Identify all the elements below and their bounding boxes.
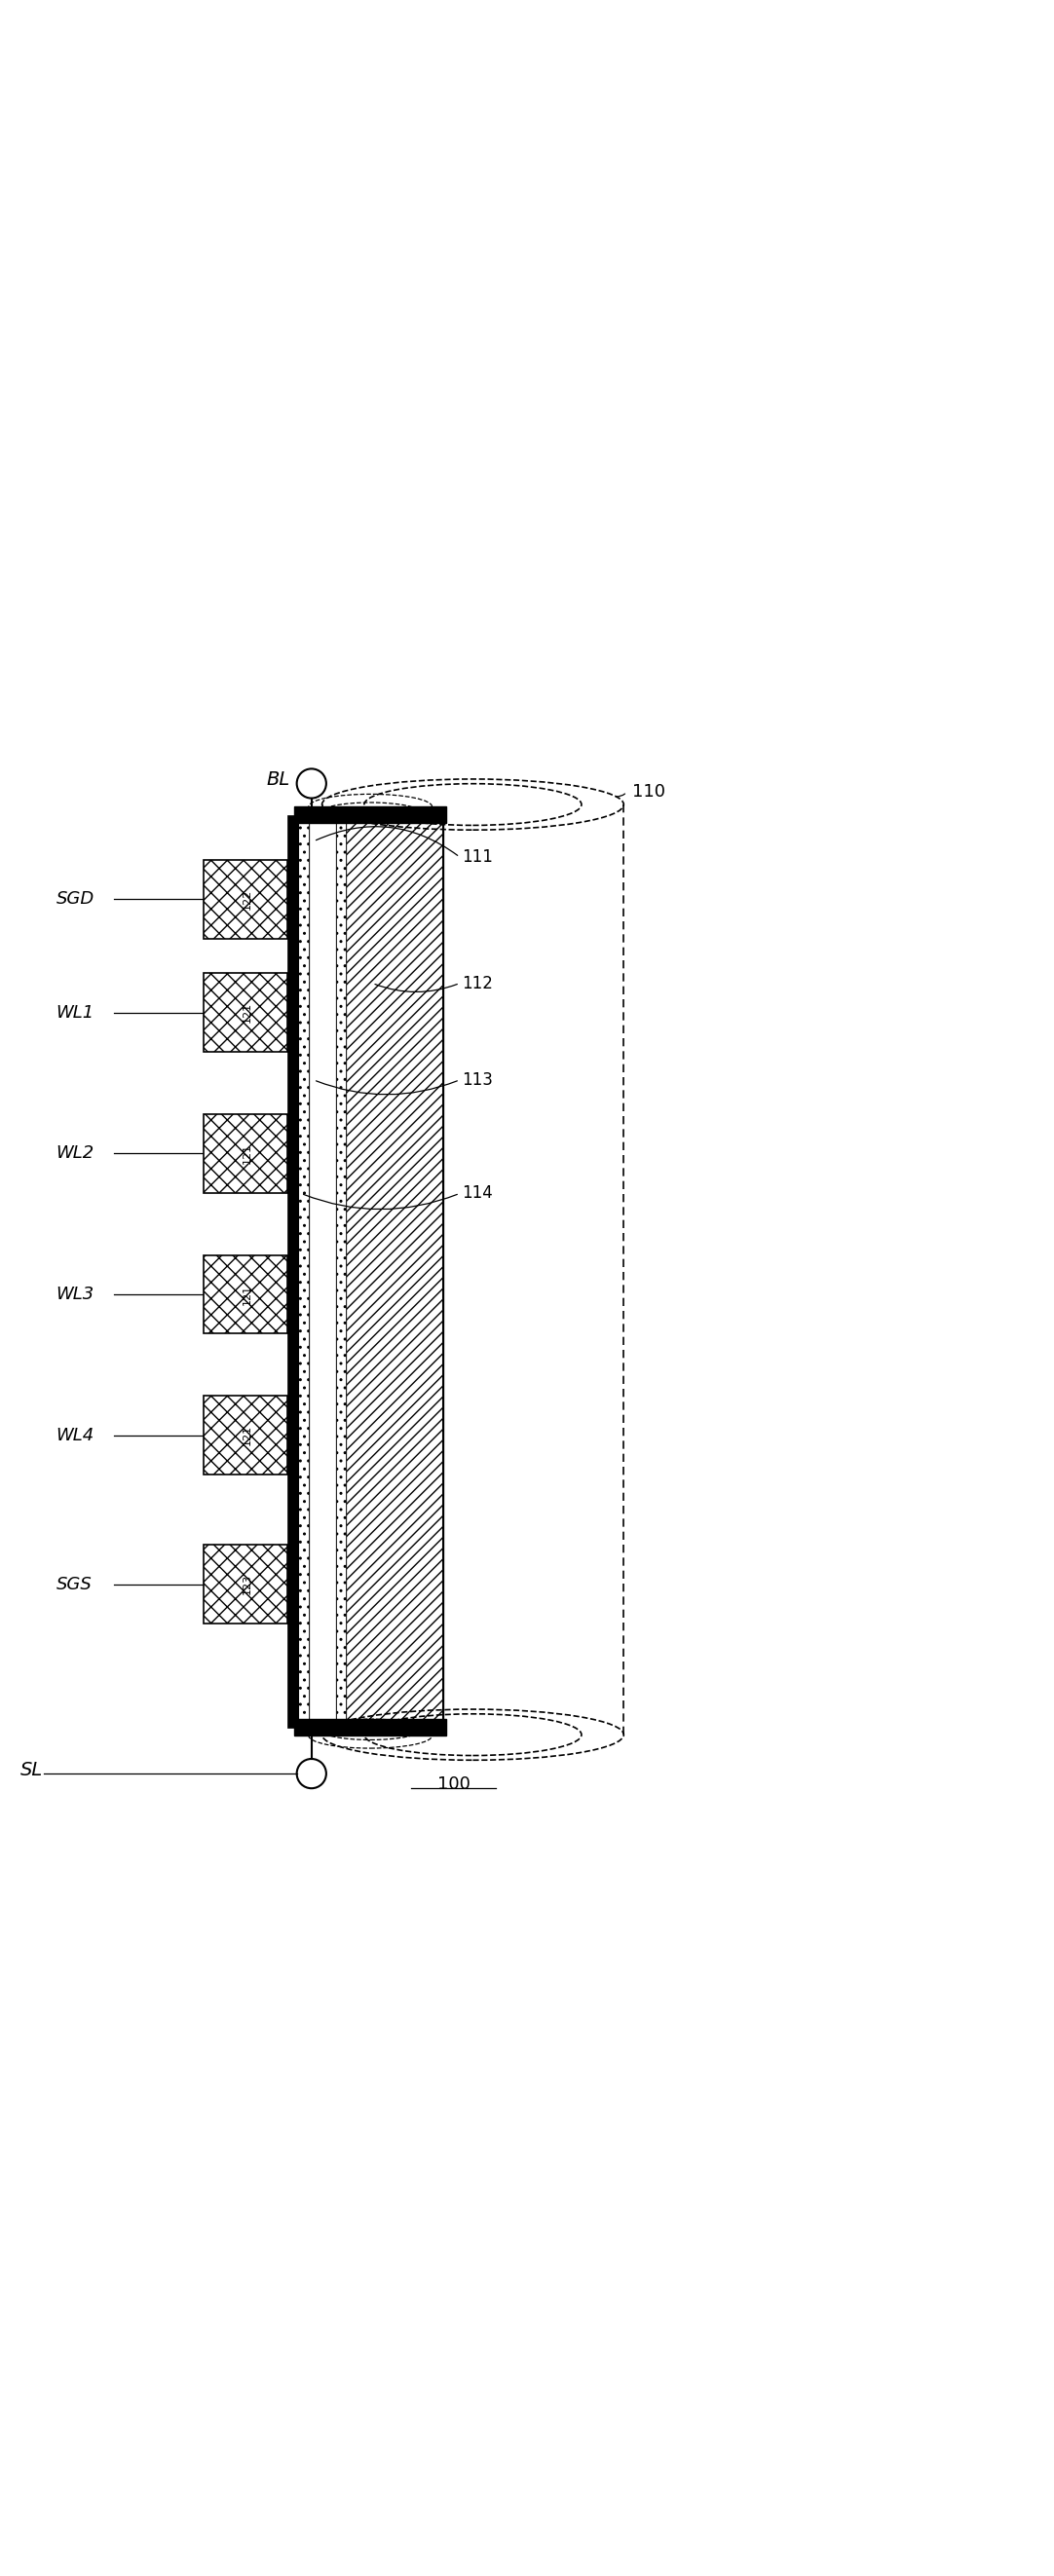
Text: 123: 123	[242, 1574, 252, 1595]
Text: 114: 114	[462, 1185, 493, 1203]
Bar	[288, 1113, 298, 1193]
Text: WL1: WL1	[56, 1005, 94, 1023]
Text: 112: 112	[462, 974, 493, 992]
Text: SGS: SGS	[56, 1577, 92, 1592]
Bar	[346, 814, 443, 1728]
Bar	[298, 814, 309, 1728]
Bar	[288, 860, 298, 938]
Bar	[288, 974, 298, 1051]
Bar	[295, 806, 446, 824]
Text: 121: 121	[242, 1002, 252, 1023]
Text: 122: 122	[242, 889, 252, 909]
Bar	[298, 814, 443, 1728]
Bar	[203, 1396, 288, 1473]
Bar	[288, 1396, 298, 1473]
Bar	[288, 814, 298, 1728]
Bar	[203, 860, 288, 938]
Bar	[203, 1546, 288, 1623]
Text: 111: 111	[462, 848, 493, 866]
Bar	[335, 814, 346, 1728]
Text: WL4: WL4	[56, 1427, 94, 1445]
Text: WL3: WL3	[56, 1285, 94, 1303]
Bar	[203, 1113, 288, 1193]
Text: SGD: SGD	[56, 891, 94, 907]
Text: 100: 100	[437, 1775, 470, 1793]
Text: BL: BL	[266, 770, 290, 788]
Bar	[295, 1718, 446, 1736]
Bar	[203, 974, 288, 1051]
Text: 121: 121	[242, 1283, 252, 1303]
Text: 121: 121	[242, 1425, 252, 1445]
Text: 113: 113	[462, 1072, 493, 1090]
Text: SL: SL	[20, 1762, 43, 1780]
Text: 121: 121	[242, 1144, 252, 1164]
Bar	[288, 1255, 298, 1334]
Bar	[288, 1546, 298, 1623]
Text: WL2: WL2	[56, 1144, 94, 1162]
Bar	[309, 814, 335, 1728]
Bar	[203, 1255, 288, 1334]
Text: 110: 110	[632, 783, 665, 801]
